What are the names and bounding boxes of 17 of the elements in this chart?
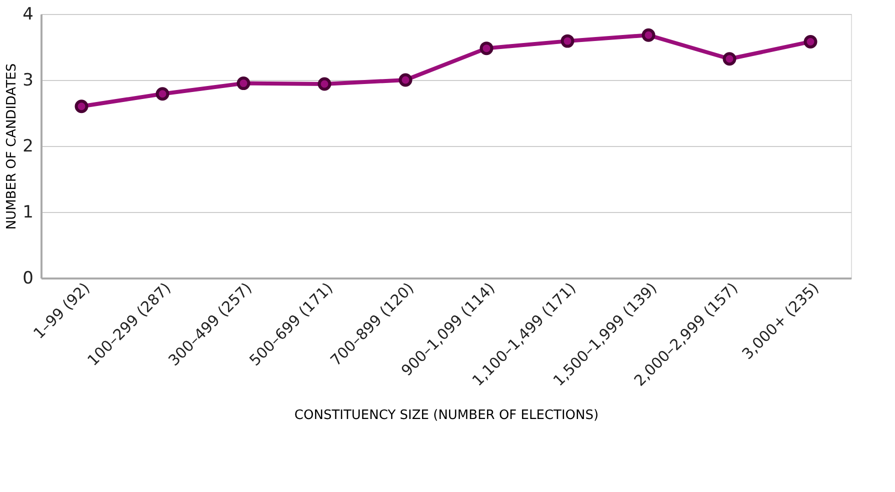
y-tick-label: 4 <box>22 4 34 24</box>
point <box>722 52 736 66</box>
y-axis-title: NUMBER OF CANDIDATES <box>4 63 20 230</box>
point <box>398 73 412 87</box>
x-axis-title: CONSTITUENCY SIZE (NUMBER OF ELECTIONS) <box>294 408 599 424</box>
y-tick-label: 3 <box>22 70 34 90</box>
point <box>560 34 574 48</box>
point <box>480 42 494 56</box>
point <box>318 77 332 91</box>
point <box>642 28 656 42</box>
point <box>74 100 88 114</box>
y-tick-label: 1 <box>22 202 34 222</box>
point <box>236 76 250 90</box>
y-tick-label: 2 <box>22 136 34 156</box>
y-tick-label: 0 <box>22 268 34 288</box>
point <box>804 34 818 48</box>
point <box>156 87 170 101</box>
